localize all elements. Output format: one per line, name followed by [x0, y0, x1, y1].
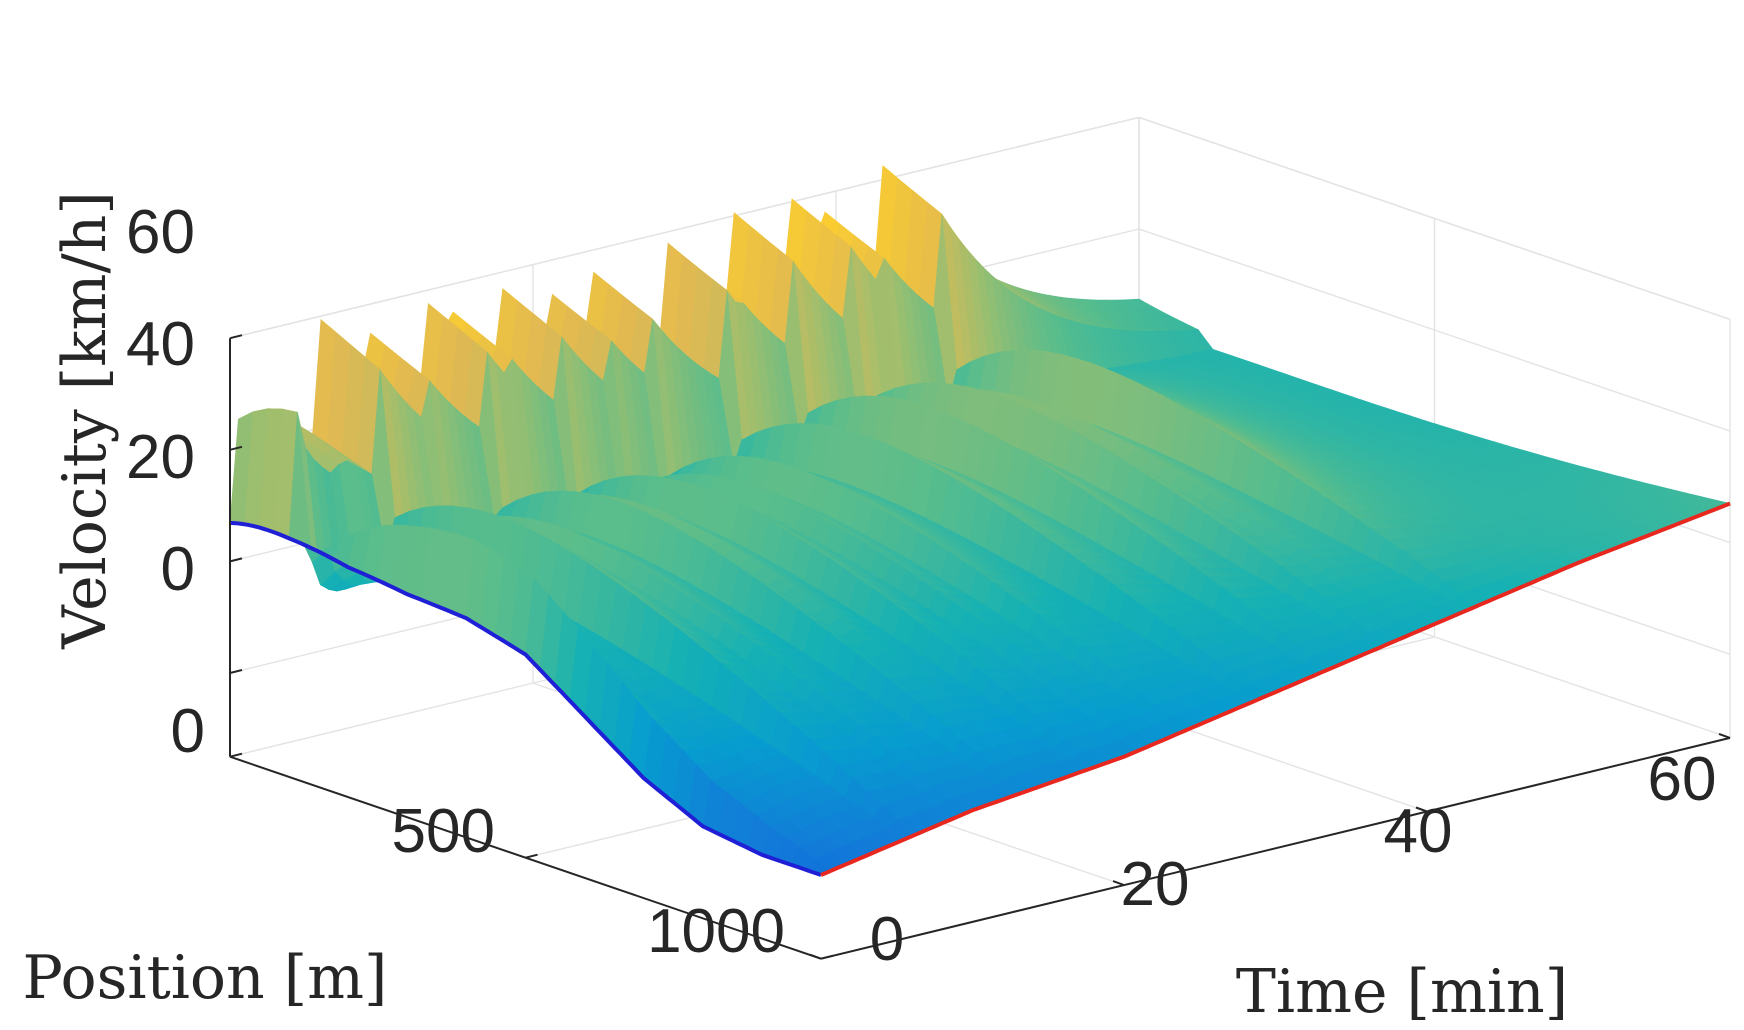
time-tick-label: 20 — [1121, 850, 1190, 919]
time-tick-label: 40 — [1384, 797, 1453, 866]
time-tick-label: 60 — [1648, 745, 1717, 814]
position-tick-label: 500 — [392, 797, 495, 866]
z-tick-label: 0 — [161, 535, 195, 604]
y-axis-label: Position [m] — [23, 943, 388, 1013]
time-tick-mark — [809, 953, 822, 960]
z-tick-label: 40 — [126, 310, 195, 379]
position-tick-label: 0 — [171, 697, 205, 766]
x-axis-label: Time [min] — [1236, 957, 1568, 1027]
time-tick-mark — [1718, 732, 1731, 739]
position-tick-mark — [229, 752, 243, 758]
z-tick-mark — [229, 669, 243, 674]
position-tick-label: 1000 — [647, 897, 785, 966]
position-tick-mark — [525, 853, 538, 859]
velocity-surface — [229, 165, 1731, 876]
time-tick-label: 0 — [870, 905, 904, 974]
z-tick-label: 20 — [126, 423, 195, 492]
z-axis-label: Velocity [km/h] — [50, 191, 120, 649]
grid-line — [1138, 116, 1731, 321]
z-tick-mark — [229, 557, 243, 563]
z-tick-label: 60 — [126, 198, 195, 267]
grid-line — [229, 116, 1140, 339]
z-tick-mark — [229, 334, 243, 340]
